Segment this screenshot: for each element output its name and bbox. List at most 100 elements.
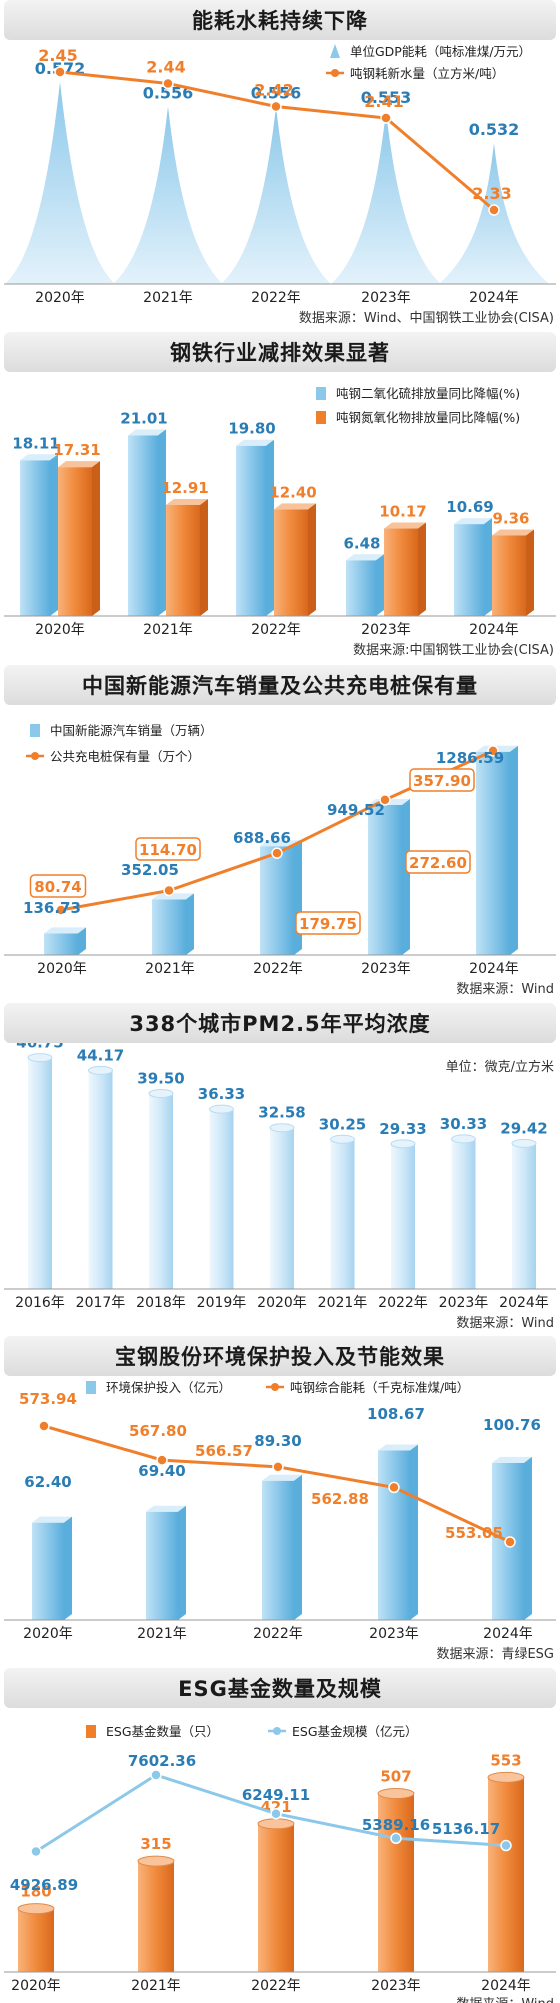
bar-mark-top: [262, 1474, 302, 1481]
x-tick-label: 2023年: [369, 1626, 419, 1642]
data-label: 0.553: [361, 88, 412, 107]
panel-nev-charging: 中国新能源汽车销量及公共充电桩保有量 136.73 352.05 688.66 949…: [0, 665, 560, 1000]
x-tick-label: 2021年: [143, 290, 193, 306]
bar-mark-top: [454, 518, 492, 525]
bar-mark-side: [294, 840, 302, 955]
legend-entry: 环境保护投入（亿元）: [106, 1380, 231, 1395]
data-label: 357.90: [413, 772, 471, 790]
bar-mark: [146, 1511, 178, 1620]
bar-mark: [236, 445, 266, 616]
bar-mark-top: [58, 461, 100, 468]
line-point: [388, 1481, 400, 1494]
data-label: 19.80: [228, 420, 275, 438]
x-tick-label: 2023年: [361, 622, 411, 638]
data-label: 29.33: [379, 1120, 426, 1138]
bar-mark: [330, 1139, 355, 1289]
legend-entry: 公共充电桩保有量（万个）: [50, 749, 200, 764]
bar-cap: [390, 1139, 416, 1149]
bar-mark-top: [236, 439, 274, 446]
legend-swatch: [316, 387, 326, 400]
bar-mark-side: [484, 518, 492, 616]
panel-esg-funds: ESG基金数量及规模 180 315 421 507 553 4926.89 7602.36…: [0, 1668, 560, 2003]
data-label: 29.42: [500, 1119, 547, 1137]
bar-mark: [258, 1823, 294, 1972]
cone-mark: [221, 106, 331, 285]
data-label: 315: [140, 1835, 171, 1853]
bar-mark-side: [158, 429, 166, 616]
bar-mark: [270, 1127, 294, 1289]
bar-cap: [209, 1104, 234, 1114]
legend-entry: ESG基金数量（只）: [106, 1724, 219, 1739]
data-label: 179.75: [299, 915, 357, 933]
bar-mark: [476, 751, 510, 955]
bar-mark-side: [200, 498, 208, 616]
bar-mark-side: [64, 1516, 72, 1620]
chart-title: 338个城市PM2.5年平均浓度: [129, 1012, 431, 1036]
data-label: 553.05: [445, 1524, 503, 1542]
data-label: 46.75: [16, 1043, 63, 1052]
bar-mark-side: [510, 745, 518, 955]
legend-entry: 吨钢二氧化硫排放量同比降幅(%): [336, 386, 520, 401]
legend-swatch-dot: [331, 69, 339, 77]
bar-mark: [512, 1143, 536, 1289]
chart-baosteel: 62.40 69.40 89.30 108.67 100.76 573.94 567.80 5…: [4, 1380, 556, 1662]
legend-swatch: [316, 411, 326, 424]
bar-mark: [138, 1861, 174, 1972]
legend-entry: 中国新能源汽车销量（万辆）: [50, 723, 213, 738]
bar-mark-side: [418, 522, 426, 616]
bar-mark-top: [20, 454, 58, 461]
line-point: [270, 1807, 282, 1820]
bar-mark-side: [402, 798, 410, 955]
line-point: [163, 884, 175, 897]
bar-mark-side: [50, 454, 58, 616]
data-label: 12.91: [161, 479, 208, 497]
data-label: 352.05: [121, 861, 179, 879]
data-label: 0.556: [251, 84, 302, 103]
x-tick-label: 2021年: [137, 1626, 187, 1642]
x-tick-label: 2022年: [253, 961, 303, 977]
data-label-box: [409, 768, 475, 792]
cone-mark: [331, 111, 441, 284]
legend-entry: 吨钢耗新水量（立方米/吨）: [350, 66, 504, 81]
line-point: [379, 794, 391, 806]
line-point: [380, 112, 392, 124]
title-bar: 钢铁行业减排效果显著: [4, 332, 556, 372]
line-point: [150, 1769, 162, 1781]
bar-mark-top: [152, 893, 194, 900]
chart-pm25: 46.75 44.17 39.50 36.33 32.58 30.25 29.33 30.33…: [4, 1043, 556, 1331]
line-point: [487, 745, 499, 757]
title-bar: ESG基金数量及规模: [4, 1668, 556, 1708]
bar-mark-side: [410, 1444, 418, 1620]
data-label: 180: [20, 1883, 51, 1901]
source-note: 数据来源：Wind: [456, 1997, 554, 2003]
data-label-box: [295, 911, 361, 935]
title-bar: 中国新能源汽车销量及公共充电桩保有量: [4, 665, 556, 705]
x-tick-label: 2020年: [35, 290, 85, 306]
line-point: [156, 1454, 168, 1466]
data-label: 44.17: [77, 1046, 124, 1064]
data-label: 6249.11: [242, 1786, 310, 1804]
bar-mark-side: [266, 439, 274, 616]
bar-mark: [346, 560, 376, 616]
bar-mark: [368, 804, 402, 955]
x-tick-label: 2020年: [35, 622, 85, 638]
cone-mark: [113, 106, 223, 285]
bar-mark-top: [492, 529, 534, 536]
x-tick-label: 2023年: [371, 1978, 421, 1994]
title-bar: 宝钢股份环境保护投入及节能效果: [4, 1336, 556, 1376]
unit-note: 单位：微克/立方米: [446, 1059, 554, 1075]
bar-mark: [58, 467, 92, 616]
x-tick-label: 2024年: [469, 622, 519, 638]
line-point: [500, 1839, 512, 1852]
chart-title: 宝钢股份环境保护投入及节能效果: [115, 1345, 445, 1369]
x-tick-label: 2020年: [257, 1295, 307, 1311]
line-point: [38, 1420, 50, 1432]
line-point: [504, 1536, 516, 1548]
data-label: 2.45: [38, 46, 77, 65]
data-label: 5136.17: [432, 1820, 500, 1838]
data-label: 272.60: [409, 854, 467, 872]
bar-cap: [88, 1065, 113, 1075]
data-label: 0.532: [469, 120, 520, 139]
data-label: 108.67: [367, 1405, 425, 1423]
data-label: 114.70: [139, 841, 197, 859]
